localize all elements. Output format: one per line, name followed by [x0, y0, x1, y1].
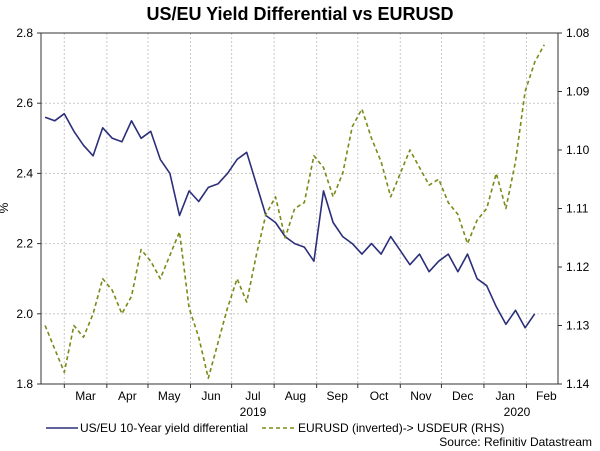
year-label-2020: 2020	[504, 405, 531, 419]
x-tick-label: Sep	[327, 389, 349, 403]
legend-label-yield: US/EU 10-Year yield differential	[80, 421, 248, 435]
left-tick-label: 2.6	[16, 96, 33, 110]
left-tick-label: 1.8	[16, 377, 33, 391]
right-tick-label: 1.11	[566, 202, 589, 216]
left-tick-label: 2.2	[16, 237, 33, 251]
y-axis-label: %	[0, 202, 11, 213]
left-tick-label: 2.4	[16, 166, 33, 180]
left-tick-label: 2.0	[16, 307, 33, 321]
x-tick-label: Apr	[118, 389, 137, 403]
series-layer	[44, 44, 546, 380]
x-tick-label: Jan	[496, 389, 515, 403]
plot-frame	[40, 32, 559, 385]
x-tick-label: Mar	[75, 389, 96, 403]
x-axis: Mar Apr May Jun Jul Aug Sep Oct Nov Dec Jan Feb	[63, 384, 557, 403]
right-tick-label: 1.10	[566, 143, 590, 157]
source-note: Source: Refinitiv Datastream	[439, 435, 592, 449]
chart-title: US/EU Yield Differential vs EURUSD	[146, 4, 453, 24]
right-tick-label: 1.09	[566, 85, 590, 99]
x-tick-label: May	[158, 389, 181, 403]
legend-label-eurusd: EURUSD (inverted)-> USDEUR (RHS)	[298, 421, 504, 435]
x-tick-label: Feb	[536, 389, 557, 403]
left-axis: 1.8 2.0 2.2 2.4 2.6 2.8	[16, 26, 41, 391]
year-label-2019: 2019	[240, 405, 267, 419]
x-tick-label: Aug	[285, 389, 306, 403]
left-tick-label: 2.8	[16, 26, 33, 40]
right-axis: 1.08 1.09 1.10 1.11 1.12 1.13 1.14	[558, 26, 590, 391]
x-tick-label: Jun	[201, 389, 220, 403]
x-tick-label: Oct	[370, 389, 389, 403]
x-tick-label: Nov	[410, 389, 431, 403]
series-line-yield-differential	[44, 112, 536, 329]
right-tick-label: 1.14	[566, 377, 590, 391]
x-tick-label: Jul	[245, 389, 260, 403]
right-tick-label: 1.13	[566, 319, 590, 333]
grid	[41, 33, 558, 384]
series-line-eurusd-inverted	[44, 44, 546, 380]
right-tick-label: 1.12	[566, 260, 590, 274]
x-tick-label: Dec	[452, 389, 473, 403]
right-tick-label: 1.08	[566, 26, 590, 40]
